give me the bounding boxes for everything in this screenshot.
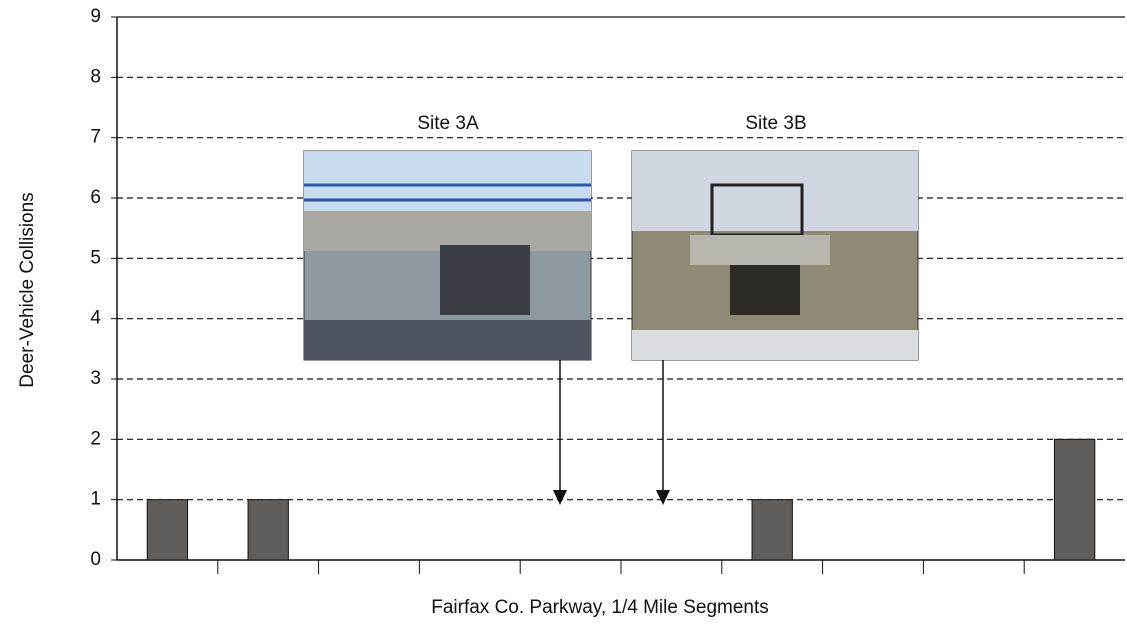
y-tick-label: 2 [90, 428, 101, 449]
y-tick-label: 8 [90, 66, 101, 87]
y-tick-label: 0 [90, 549, 101, 570]
y-tick-label: 6 [90, 187, 101, 208]
y-tick-label: 3 [90, 368, 101, 389]
bar [751, 499, 793, 561]
photo [631, 150, 919, 361]
y-tick-label: 9 [90, 6, 101, 27]
y-tick-label: 7 [90, 127, 101, 148]
y-tick-label: 5 [90, 247, 101, 268]
bar [146, 499, 189, 561]
arrow [553, 360, 670, 505]
bar [1053, 438, 1096, 561]
photo [303, 150, 592, 361]
x-axis-label: Fairfax Co. Parkway, 1/4 Mile Segments [431, 597, 769, 618]
y-tick-label: 1 [90, 489, 101, 510]
bar [247, 499, 289, 561]
y-tick-label: 4 [90, 308, 101, 329]
annotation: Site 3B [745, 113, 806, 134]
y-axis-label: Deer-Vehicle Collisions [17, 192, 38, 387]
annotation: Site 3A [417, 113, 479, 134]
